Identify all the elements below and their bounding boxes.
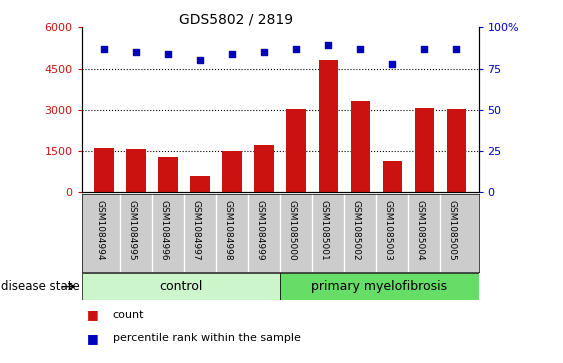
Bar <box>382 161 402 192</box>
Point <box>227 51 236 57</box>
Point <box>356 46 365 52</box>
Text: disease state: disease state <box>1 280 80 293</box>
Point <box>100 46 109 52</box>
Text: control: control <box>159 280 203 293</box>
Point <box>132 49 141 55</box>
Text: GSM1084998: GSM1084998 <box>223 200 232 261</box>
Text: GSM1085002: GSM1085002 <box>351 200 360 261</box>
Text: GSM1085005: GSM1085005 <box>447 200 456 261</box>
Text: GSM1084996: GSM1084996 <box>159 200 168 261</box>
Point <box>419 46 428 52</box>
Text: GSM1084994: GSM1084994 <box>95 200 104 261</box>
Bar <box>351 101 370 192</box>
Text: ■: ■ <box>87 332 99 345</box>
Text: GSM1084995: GSM1084995 <box>127 200 136 261</box>
Text: ■: ■ <box>87 308 99 321</box>
Point <box>260 49 269 55</box>
Text: GDS5802 / 2819: GDS5802 / 2819 <box>180 13 293 27</box>
Text: GSM1085000: GSM1085000 <box>287 200 296 261</box>
Text: GSM1085003: GSM1085003 <box>383 200 392 261</box>
Bar <box>127 150 146 192</box>
Bar <box>446 109 466 192</box>
Point <box>195 57 204 63</box>
Bar <box>190 176 209 192</box>
Text: primary myelofibrosis: primary myelofibrosis <box>311 280 448 293</box>
Text: count: count <box>113 310 144 320</box>
Point <box>292 46 301 52</box>
Text: GSM1085001: GSM1085001 <box>319 200 328 261</box>
Text: percentile rank within the sample: percentile rank within the sample <box>113 333 301 343</box>
Bar <box>280 273 479 300</box>
Bar <box>319 60 338 192</box>
Bar <box>82 273 280 300</box>
Text: GSM1085004: GSM1085004 <box>415 200 424 261</box>
Point <box>324 42 333 48</box>
Text: GSM1084999: GSM1084999 <box>255 200 264 261</box>
Bar <box>222 151 242 192</box>
Text: GSM1084997: GSM1084997 <box>191 200 200 261</box>
Bar <box>95 148 114 192</box>
Point <box>452 46 461 52</box>
Bar <box>254 145 274 192</box>
Bar <box>414 108 434 192</box>
Point <box>164 51 173 57</box>
Bar <box>158 157 178 192</box>
Point <box>387 61 396 66</box>
Bar <box>287 109 306 192</box>
